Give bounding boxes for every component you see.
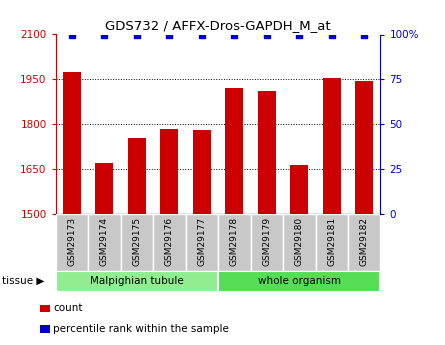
FancyBboxPatch shape <box>153 214 186 271</box>
Point <box>361 32 368 37</box>
Point <box>101 32 108 37</box>
Title: GDS732 / AFFX-Dros-GAPDH_M_at: GDS732 / AFFX-Dros-GAPDH_M_at <box>105 19 331 32</box>
Point <box>198 32 206 37</box>
FancyBboxPatch shape <box>218 271 380 292</box>
Text: tissue ▶: tissue ▶ <box>2 276 44 286</box>
Text: Malpighian tubule: Malpighian tubule <box>90 276 184 286</box>
Bar <box>160 129 178 214</box>
Text: whole organism: whole organism <box>258 276 341 286</box>
FancyBboxPatch shape <box>218 214 251 271</box>
Bar <box>258 91 276 214</box>
Text: GSM29173: GSM29173 <box>67 217 77 266</box>
Bar <box>290 165 308 214</box>
Point <box>263 32 271 37</box>
Text: GSM29176: GSM29176 <box>165 217 174 266</box>
Bar <box>225 88 243 214</box>
Point <box>231 32 238 37</box>
Text: count: count <box>53 304 83 313</box>
Text: GSM29182: GSM29182 <box>360 217 369 266</box>
Text: GSM29180: GSM29180 <box>295 217 304 266</box>
FancyBboxPatch shape <box>121 214 153 271</box>
Text: GSM29174: GSM29174 <box>100 217 109 266</box>
FancyBboxPatch shape <box>348 214 380 271</box>
Point <box>328 32 336 37</box>
Point <box>69 32 76 37</box>
Bar <box>355 81 373 214</box>
FancyBboxPatch shape <box>88 214 121 271</box>
FancyBboxPatch shape <box>283 214 316 271</box>
Text: percentile rank within the sample: percentile rank within the sample <box>53 324 229 334</box>
Text: GSM29181: GSM29181 <box>327 217 336 266</box>
FancyBboxPatch shape <box>186 214 218 271</box>
Bar <box>95 163 113 214</box>
Point <box>134 32 141 37</box>
FancyBboxPatch shape <box>56 214 88 271</box>
Point <box>295 32 303 37</box>
Bar <box>323 78 341 214</box>
Bar <box>193 130 211 214</box>
Bar <box>63 72 81 214</box>
FancyBboxPatch shape <box>316 214 348 271</box>
FancyBboxPatch shape <box>56 271 218 292</box>
FancyBboxPatch shape <box>251 214 283 271</box>
Text: GSM29178: GSM29178 <box>230 217 239 266</box>
Text: GSM29175: GSM29175 <box>132 217 142 266</box>
Text: GSM29177: GSM29177 <box>197 217 206 266</box>
Text: GSM29179: GSM29179 <box>262 217 271 266</box>
Bar <box>128 138 146 214</box>
Point <box>166 32 173 37</box>
